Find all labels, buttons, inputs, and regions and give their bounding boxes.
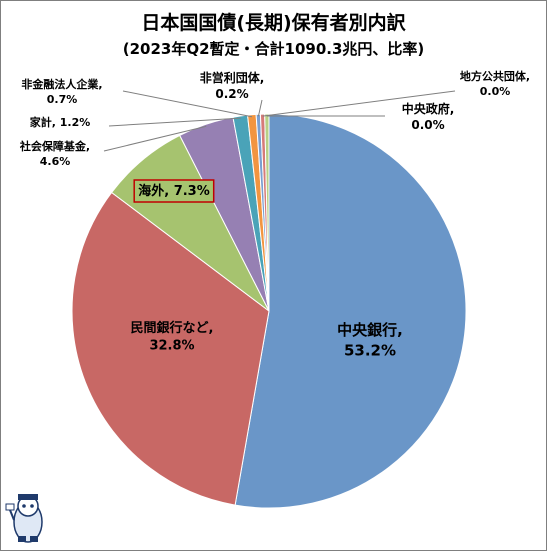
leader-lines: [103, 90, 456, 152]
pie-slice-1: [71, 191, 270, 506]
leader-line-6: [257, 99, 263, 117]
highlight-box: [133, 179, 215, 203]
slice-labels: 中央銀行, 53.2% 民間銀行など, 32.8% 海外, 7.3% 社会保障基金, 4.6…: [19, 69, 530, 359]
slice-label-2: 海外, 7.3%: [138, 183, 210, 199]
pie-slice-8: [264, 113, 270, 312]
slice-label-0: 中央銀行, 53.2%: [337, 321, 403, 359]
slice-label-1: 民間銀行など, 32.8%: [131, 320, 214, 354]
slice-label-8: 中央政府, 0.0%: [402, 101, 455, 132]
slice-label-6: 非営利団体, 0.2%: [200, 70, 265, 101]
chart-subtitle: (2023年Q2暫定・合計1090.3兆円、比率): [122, 40, 425, 58]
pie-slice-0: [234, 113, 467, 509]
slice-label-3: 社会保障基金, 4.6%: [19, 139, 90, 168]
chart-title: 日本国国債(長期)保有者別内訳: [141, 12, 406, 34]
leader-line-4: [108, 117, 241, 127]
slice-label-5: 非金融法人企業, 0.7%: [21, 77, 102, 106]
leader-line-3: [103, 125, 207, 152]
mascot-icon: [5, 494, 43, 543]
slice-label-4: 家計, 1.2%: [30, 115, 91, 129]
pie-slices: [71, 113, 467, 509]
leader-line-7: [262, 90, 456, 117]
leader-line-5: [122, 90, 253, 118]
slice-label-7: 地方公共団体, 0.0%: [460, 69, 530, 98]
